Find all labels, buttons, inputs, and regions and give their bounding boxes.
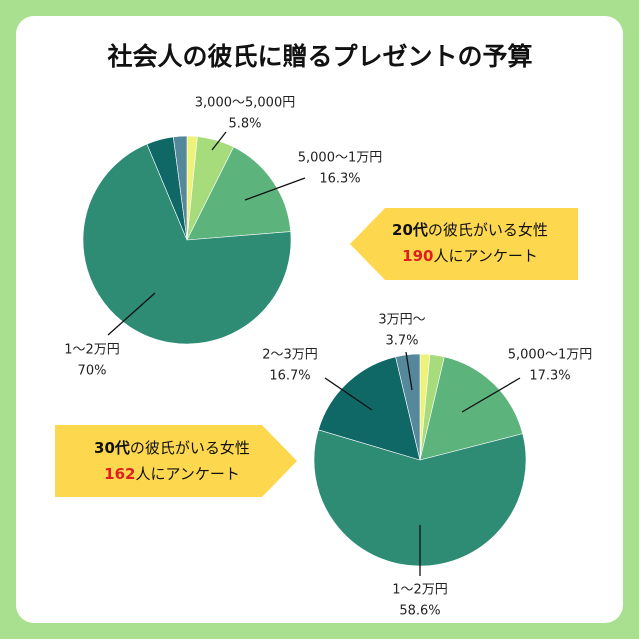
card: [16, 16, 623, 623]
slice-label: 1〜2万円: [392, 583, 448, 598]
pie-slice: [186, 146, 291, 241]
pie-slice: [419, 356, 524, 461]
slice-value: 16.3%: [319, 172, 360, 187]
pie-slice: [313, 429, 527, 567]
leader-line: [324, 377, 373, 411]
callout-arrow: [55, 425, 297, 497]
callout-line: 190人にアンケート: [402, 247, 538, 265]
leader-line: [244, 177, 306, 201]
callout-text: の彼氏がいる女性: [130, 439, 250, 457]
slice-label: 5,000〜1万円: [298, 151, 383, 166]
title: 社会人の彼氏に贈るプレゼントの予算: [107, 42, 532, 71]
callout-line: 162人にアンケート: [104, 465, 240, 483]
callout-count: 190: [402, 247, 433, 265]
leader-line: [107, 292, 156, 336]
pie-slice: [172, 135, 188, 241]
slice-label: 3万円〜: [378, 313, 425, 328]
callout-text: 人にアンケート: [433, 247, 537, 265]
callout-line: 30代の彼氏がいる女性: [94, 439, 250, 457]
callout-group: 20代: [392, 221, 428, 239]
pie-slice: [395, 353, 421, 461]
slice-value: 16.7%: [269, 369, 310, 384]
callout-text: の彼氏がいる女性: [428, 221, 548, 239]
pie-slice: [82, 143, 292, 345]
slice-value: 5.8%: [228, 117, 261, 132]
leader-line: [211, 131, 227, 151]
slice-label: 2〜3万円: [262, 348, 318, 363]
slice-label: 1〜2万円: [64, 343, 120, 358]
callout-count: 162: [104, 465, 135, 483]
callout-text: 人にアンケート: [135, 465, 239, 483]
slice-value: 58.6%: [399, 604, 440, 619]
slice-value: 3.7%: [385, 334, 418, 349]
slice-label: 5,000〜1万円: [508, 348, 593, 363]
slice-value: 70%: [78, 364, 107, 379]
callout-group: 30代: [94, 439, 130, 457]
leader-line: [461, 377, 521, 413]
leader-line: [405, 351, 413, 391]
slice-label: 3,000〜5,000円: [195, 96, 295, 111]
callout-line: 20代の彼氏がいる女性: [392, 221, 548, 239]
callout-arrow: [350, 208, 578, 280]
slice-value: 17.3%: [529, 369, 570, 384]
